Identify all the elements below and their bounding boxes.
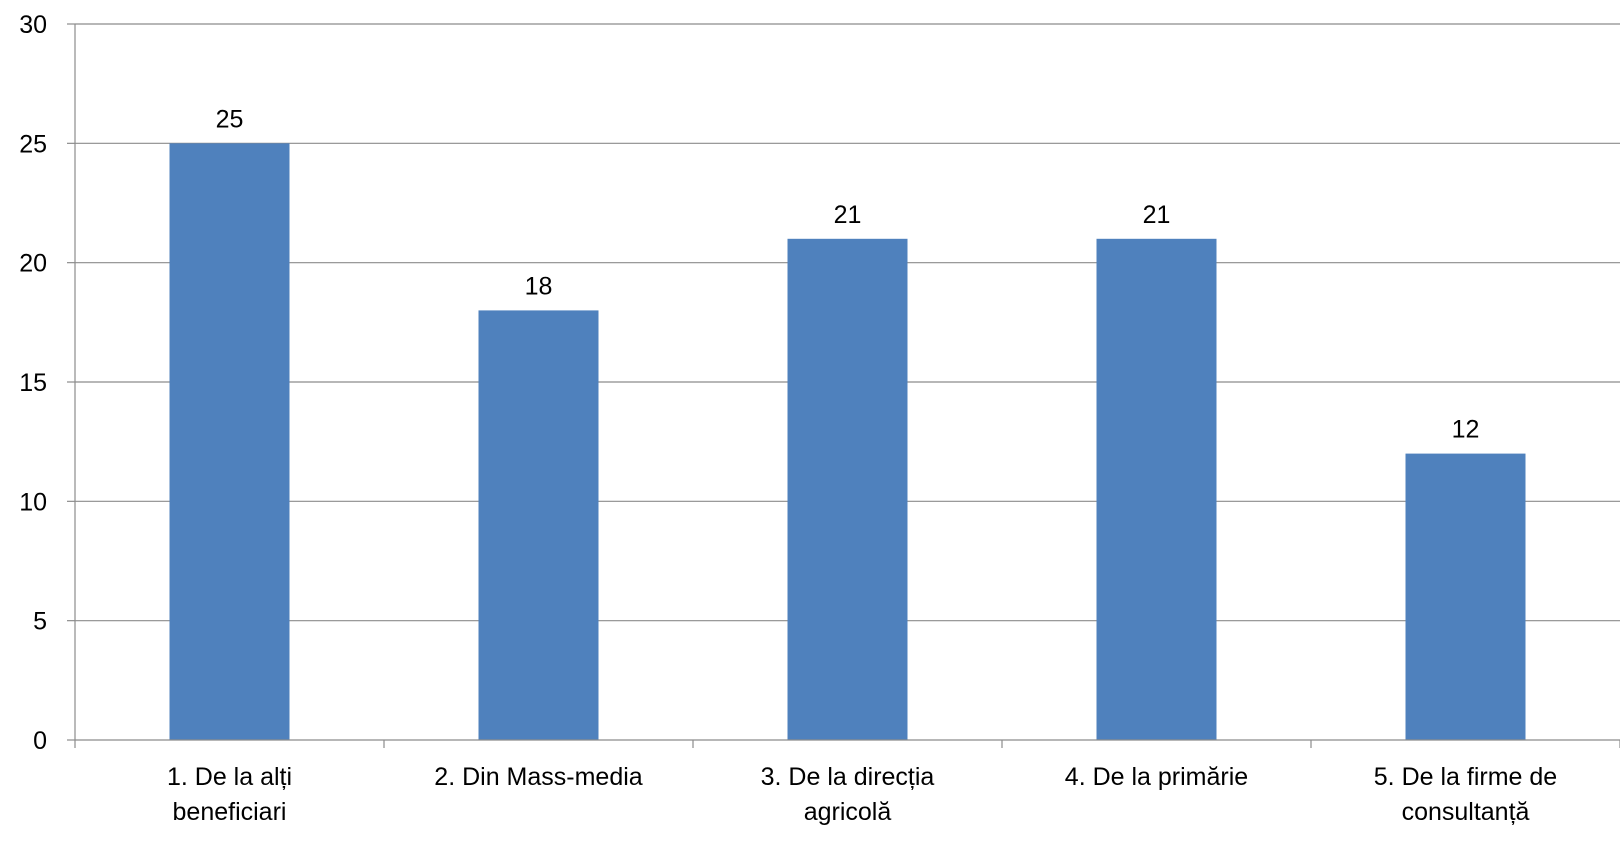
bar — [1405, 453, 1526, 740]
x-tick-label: agricolă — [804, 798, 892, 826]
data-label: 21 — [834, 201, 862, 229]
x-tick-label: 2. Din Mass-media — [434, 763, 642, 791]
data-label: 18 — [525, 272, 553, 300]
bar — [169, 143, 290, 741]
axes — [67, 23, 1620, 748]
x-tick-label: consultanță — [1402, 798, 1530, 826]
y-tick-label: 0 — [33, 727, 47, 755]
y-tick-label: 5 — [33, 608, 47, 636]
y-tick-label: 15 — [19, 369, 47, 397]
bar — [478, 310, 599, 740]
x-tick-label: beneficiari — [173, 798, 287, 826]
x-tick-label: 1. De la alți — [167, 763, 292, 791]
x-tick-label: 4. De la primărie — [1065, 763, 1248, 791]
labels: 0 5 10 15 20 25 30 25 1. De la alți beneficiari 18… — [19, 11, 1557, 826]
bar — [1096, 238, 1217, 741]
data-label: 25 — [216, 105, 244, 133]
data-label: 12 — [1452, 416, 1480, 444]
bar — [787, 238, 908, 741]
y-tick-label: 10 — [19, 488, 47, 516]
y-tick-label: 20 — [19, 250, 47, 278]
data-label: 21 — [1143, 201, 1171, 229]
bars — [169, 143, 1526, 741]
x-tick-label: 3. De la direcția — [761, 763, 935, 791]
x-tick-label: 5. De la firme de — [1374, 763, 1557, 791]
y-tick-label: 25 — [19, 130, 47, 158]
y-tick-label: 30 — [19, 11, 47, 39]
